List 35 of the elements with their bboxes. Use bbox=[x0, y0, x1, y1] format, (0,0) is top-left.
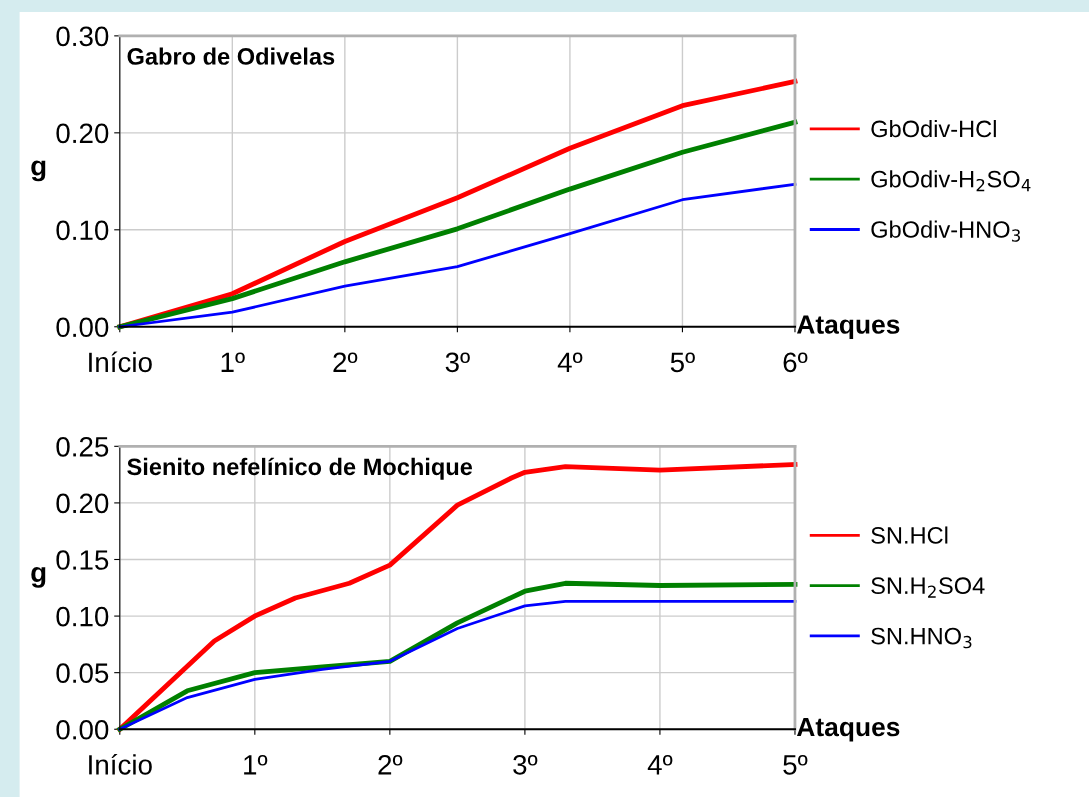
x-tick-label: 4º bbox=[647, 754, 673, 775]
x-tick-label: 1º bbox=[221, 352, 245, 372]
y-tick-label: 0.05 bbox=[56, 663, 109, 684]
y-tick-label: 0.00 bbox=[56, 317, 109, 338]
x-tick-label: 5º bbox=[783, 754, 808, 775]
y-tick-label: 0.20 bbox=[56, 493, 109, 514]
x-axis-title: Ataques bbox=[796, 315, 900, 340]
x-tick-label: 4º bbox=[557, 352, 583, 372]
y-tick-label: 0.15 bbox=[56, 550, 109, 570]
x-tick-label: Início bbox=[89, 753, 152, 775]
x-tick-label: 2º bbox=[333, 352, 358, 372]
x-tick-label: 3º bbox=[445, 352, 470, 373]
legend-label: GbOdiv-H$_{2}$SO$_{4}$ bbox=[871, 170, 1031, 192]
y-axis-title: g bbox=[31, 160, 46, 182]
x-tick-label: 5º bbox=[670, 352, 695, 373]
legend-label: GbOdiv-HNO$_{3}$ bbox=[871, 220, 1020, 242]
y-axis-title: g bbox=[31, 566, 46, 588]
x-axis-title: Ataques bbox=[796, 717, 900, 742]
chart-title: Sienito nefelínico de Mochique bbox=[127, 457, 473, 480]
x-tick-label: 3º bbox=[513, 754, 538, 775]
y-tick-label: 0.25 bbox=[56, 436, 109, 457]
x-tick-label: 1º bbox=[244, 754, 268, 775]
legend-label: SN.HCl bbox=[871, 526, 948, 544]
x-tick-label: Início bbox=[89, 351, 152, 373]
legend-label: GbOdiv-HCl bbox=[871, 119, 996, 138]
y-tick-label: 0.10 bbox=[56, 606, 109, 627]
y-tick-label: 0.00 bbox=[56, 719, 109, 740]
y-tick-label: 0.30 bbox=[56, 26, 109, 47]
legend-label: SN.HNO$_{3}$ bbox=[871, 627, 972, 649]
x-tick-label: 6º bbox=[783, 352, 808, 373]
y-tick-label: 0.10 bbox=[56, 220, 109, 241]
y-tick-label: 0.20 bbox=[56, 123, 109, 144]
legend-label: SN.H$_{2}$SO4 bbox=[871, 577, 985, 598]
chart-title: Gabro de Odivelas bbox=[127, 47, 335, 65]
x-tick-label: 2º bbox=[378, 754, 403, 775]
